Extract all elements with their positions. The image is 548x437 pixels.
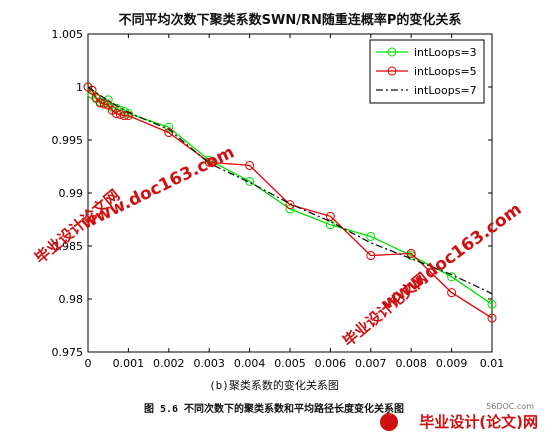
x-tick-label: 0.007: [355, 357, 387, 370]
series-2-point: [99, 99, 109, 109]
series-2-point: [95, 98, 105, 108]
y-tick-label: 0.985: [52, 240, 84, 253]
subfigure-caption: (b)聚类系数的变化关系图: [209, 379, 339, 392]
series-1-point: [487, 299, 497, 309]
x-tick-label: 0.003: [193, 357, 225, 370]
x-tick-label: 0.004: [234, 357, 266, 370]
series-2-point: [366, 251, 376, 261]
legend-label-2: intLoops=5: [414, 65, 477, 78]
series-1-point: [366, 231, 376, 241]
series-2-point: [119, 111, 129, 121]
series-2-point: [487, 313, 497, 323]
series-line-3: [87, 86, 493, 295]
series-line-2: [87, 86, 493, 319]
series-2-point: [111, 109, 121, 118]
legend-label-3: intLoops=7: [414, 84, 477, 97]
x-tick-label: 0: [85, 357, 92, 370]
x-tick-label: 0.009: [436, 357, 468, 370]
y-tick-label: 0.975: [52, 346, 84, 359]
series-2-point: [245, 160, 255, 170]
series-1-point: [245, 176, 255, 186]
y-tick-label: 0.995: [52, 134, 84, 147]
x-tick-label: 0.005: [274, 357, 306, 370]
series-2-point: [123, 111, 133, 121]
x-tick-label: 0.001: [113, 357, 145, 370]
figure-caption: 图 5.6 不同次数下的聚类系数和平均路径长度变化关系图: [143, 404, 405, 415]
series-2-point: [204, 157, 214, 167]
footer-brand-watermark: 毕业设计(论文)网: [419, 413, 538, 431]
x-tick-label: 0.01: [480, 357, 505, 370]
x-tick-label: 0.002: [153, 357, 185, 370]
series-2-point: [87, 85, 97, 95]
series-2-point: [406, 248, 416, 258]
y-tick-label: 0.98: [59, 293, 84, 306]
series-1-point: [406, 251, 416, 261]
series-2-point: [447, 288, 457, 298]
series-2-point: [285, 200, 295, 210]
y-tick-label: 1.005: [52, 28, 84, 41]
legend-label-1: intLoops=3: [414, 46, 477, 59]
chart-title: 不同平均次数下聚类系数SWN/RN随重连概率P的变化关系: [119, 12, 462, 28]
series-1-point: [164, 122, 174, 132]
y-tick-label: 1: [76, 81, 83, 94]
x-tick-label: 0.008: [395, 357, 427, 370]
footer-site-watermark: 56DOC.com: [486, 402, 534, 411]
legend-marker-1: [387, 47, 397, 57]
legend-marker-2: [387, 66, 397, 76]
series-2-point: [325, 211, 335, 221]
x-tick-label: 0.006: [315, 357, 347, 370]
y-tick-label: 0.99: [59, 187, 84, 200]
footer-logo-icon: [380, 413, 398, 431]
